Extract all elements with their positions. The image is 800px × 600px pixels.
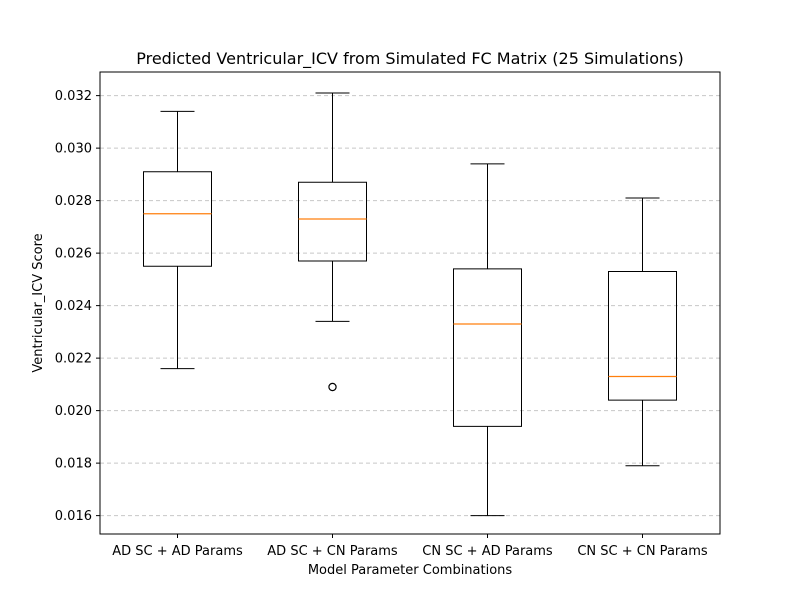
grid-lines [100,95,720,517]
iqr-box [453,268,522,427]
y-axis: 0.016 0.018 0.020 0.022 0.024 0.026 0.028 0.030… [55,89,100,524]
y-tick-label: 0.028 [55,194,92,209]
y-tick-label: 0.020 [55,404,92,419]
box-group [453,163,522,517]
x-tick-label: AD SC + CN Params [267,544,398,559]
y-tick-label: 0.024 [55,299,92,314]
y-axis-label: Ventricular_ICV Score [31,233,46,372]
y-tick-label: 0.030 [55,142,92,157]
x-tick-label: AD SC + AD Params [112,544,243,559]
outlier-point [328,382,337,392]
plot-frame [99,71,721,535]
x-tick-label: CN SC + CN Params [577,544,708,559]
iqr-box [143,171,212,267]
box-group [298,92,367,392]
y-tick-label: 0.026 [55,247,92,262]
chart-title: Predicted Ventricular_ICV from Simulated… [136,49,684,69]
y-tick-label: 0.032 [55,89,92,104]
y-tick-label: 0.022 [55,352,92,367]
y-tick-label: 0.018 [55,457,92,472]
x-axis: AD SC + AD Params AD SC + CN Params CN SC … [112,534,708,559]
x-tick-label: CN SC + AD Params [422,544,553,559]
box-group [608,197,677,467]
boxes [143,92,677,517]
x-axis-label: Model Parameter Combinations [308,563,513,578]
iqr-box [608,271,677,401]
iqr-box [298,181,367,262]
y-tick-label: 0.016 [55,509,92,524]
box-group [143,110,212,370]
